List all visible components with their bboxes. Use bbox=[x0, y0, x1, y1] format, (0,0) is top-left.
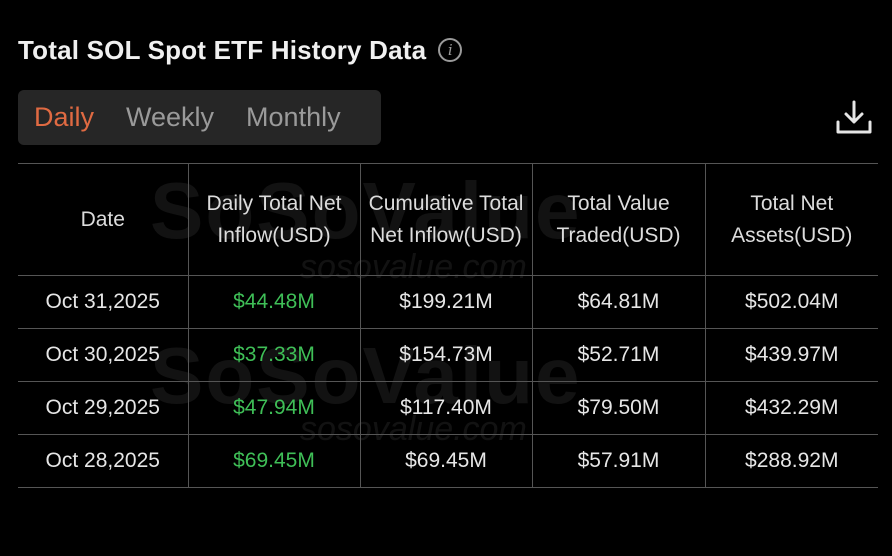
cell-value-traded: $57.91M bbox=[531, 434, 706, 488]
cell-cumulative-inflow: $117.40M bbox=[359, 381, 533, 435]
info-icon[interactable]: i bbox=[438, 38, 463, 62]
cell-value-traded: $52.71M bbox=[531, 328, 706, 382]
cell-value-traded: $64.81M bbox=[531, 275, 706, 329]
cell-cumulative-inflow: $199.21M bbox=[359, 275, 533, 329]
column-header-daily-inflow: Daily Total Net Inflow(USD) bbox=[187, 163, 361, 276]
table-header-row: Date Daily Total Net Inflow(USD) Cumulat… bbox=[18, 163, 878, 276]
etf-history-table: Date Daily Total Net Inflow(USD) Cumulat… bbox=[18, 163, 878, 488]
table-row: Oct 31,2025 $44.48M $199.21M $64.81M $50… bbox=[18, 275, 878, 329]
cell-net-assets: $288.92M bbox=[704, 434, 878, 488]
cell-daily-inflow: $37.33M bbox=[187, 328, 361, 382]
tab-daily[interactable]: Daily bbox=[34, 102, 95, 132]
tab-monthly[interactable]: Monthly bbox=[246, 102, 341, 132]
table-row: Oct 29,2025 $47.94M $117.40M $79.50M $43… bbox=[18, 381, 878, 435]
cell-daily-inflow: $69.45M bbox=[187, 434, 361, 488]
cell-net-assets: $439.97M bbox=[704, 328, 878, 382]
tab-weekly[interactable]: Weekly bbox=[126, 102, 215, 132]
table-row: Oct 30,2025 $37.33M $154.73M $52.71M $43… bbox=[18, 328, 878, 382]
cell-daily-inflow: $44.48M bbox=[187, 275, 361, 329]
column-header-net-assets: Total Net Assets(USD) bbox=[704, 163, 878, 276]
cell-value-traded: $79.50M bbox=[531, 381, 706, 435]
title-row: Total SOL Spot ETF History Data i bbox=[18, 30, 463, 70]
cell-net-assets: $502.04M bbox=[704, 275, 878, 329]
cell-daily-inflow: $47.94M bbox=[187, 381, 361, 435]
column-header-date: Date bbox=[18, 163, 189, 276]
cell-date: Oct 31,2025 bbox=[18, 275, 189, 329]
cell-date: Oct 28,2025 bbox=[18, 434, 189, 488]
cell-cumulative-inflow: $69.45M bbox=[359, 434, 533, 488]
cell-cumulative-inflow: $154.73M bbox=[359, 328, 533, 382]
cell-date: Oct 30,2025 bbox=[18, 328, 189, 382]
column-header-cumulative-inflow: Cumulative Total Net Inflow(USD) bbox=[359, 163, 533, 276]
download-icon bbox=[836, 100, 872, 134]
period-tabs: Daily Weekly Monthly bbox=[18, 90, 381, 145]
column-header-value-traded: Total Value Traded(USD) bbox=[531, 163, 706, 276]
cell-date: Oct 29,2025 bbox=[18, 381, 189, 435]
page-title: Total SOL Spot ETF History Data bbox=[18, 34, 427, 65]
table-row: Oct 28,2025 $69.45M $69.45M $57.91M $288… bbox=[18, 434, 878, 488]
download-button[interactable] bbox=[834, 98, 874, 138]
cell-net-assets: $432.29M bbox=[704, 381, 878, 435]
